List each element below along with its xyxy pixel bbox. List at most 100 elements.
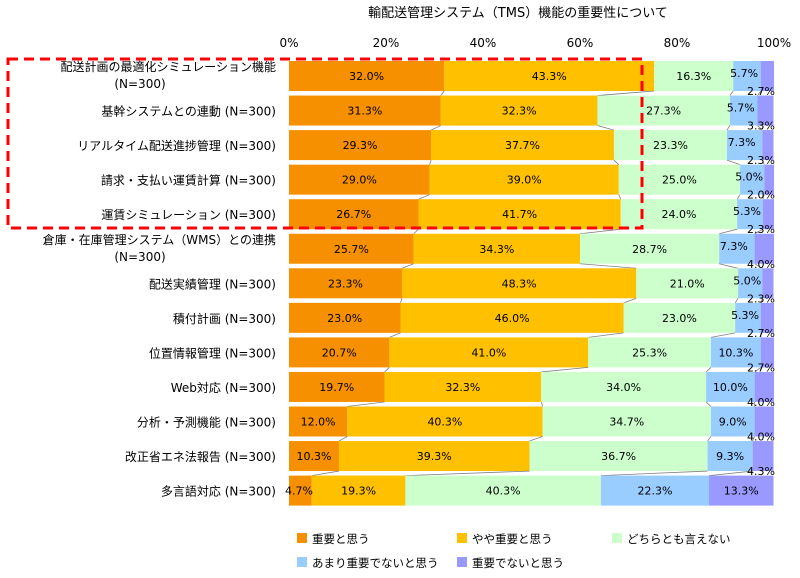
data-label: 46.0% [495, 312, 530, 325]
series-connector-line [413, 228, 419, 235]
data-label: 27.3% [646, 105, 681, 118]
bar-segment [719, 233, 755, 264]
bar-segment [654, 61, 734, 91]
data-label: 19.3% [341, 485, 376, 498]
category-label: 請求・支払い運賃計算 (N=300) [101, 173, 276, 188]
bar-segment [760, 337, 774, 368]
legend-swatch [297, 557, 307, 567]
data-label: 2.7% [747, 327, 775, 340]
series-connector-line [384, 367, 390, 373]
data-label: 28.7% [632, 243, 667, 256]
data-label: 41.7% [502, 208, 537, 221]
series-connector-line [719, 263, 739, 269]
data-label: 2.3% [747, 223, 775, 236]
bar-segment [289, 406, 348, 437]
data-label: 40.3% [486, 485, 521, 498]
x-tick-label: 0% [279, 36, 298, 50]
data-label: 16.3% [676, 70, 711, 83]
data-label: 39.3% [417, 450, 452, 463]
series-connector-line [705, 401, 712, 407]
data-label: 12.0% [301, 416, 336, 429]
series-connector-line [579, 228, 621, 235]
data-label: 34.3% [479, 243, 514, 256]
data-label: 40.3% [427, 416, 462, 429]
bar-segment [429, 164, 619, 195]
series-connector-line [719, 228, 738, 235]
data-label: 23.3% [653, 139, 688, 152]
data-label: 31.3% [347, 105, 382, 118]
series-connector-line [597, 90, 655, 96]
data-label: 4.0% [747, 396, 775, 409]
series-connector-line [405, 470, 530, 476]
bar-segment [444, 61, 655, 91]
category-label: 配送計画の最適化シミュレーション機能 [60, 59, 276, 74]
bar-segment [613, 130, 727, 161]
series-connector-line [389, 332, 401, 338]
bar-segment [289, 164, 430, 195]
bar-segment [754, 371, 774, 402]
series-connector-line [752, 436, 755, 442]
data-label: 23.3% [328, 277, 363, 290]
series-connector-line [760, 298, 763, 303]
category-label: 位置情報管理 (N=300) [149, 345, 276, 360]
bar-segment [588, 337, 711, 368]
series-connector-line [347, 401, 385, 407]
series-connector-line [440, 90, 445, 96]
x-tick-label: 60% [567, 36, 594, 50]
bar-segment [729, 95, 758, 126]
data-label: 3.3% [747, 120, 775, 133]
data-label: 2.7% [747, 361, 775, 374]
bar-segment [289, 475, 312, 506]
data-label: 5.0% [735, 171, 763, 184]
series-connector-line [726, 125, 731, 131]
bar-segment [597, 95, 730, 126]
bar-segment [413, 233, 580, 264]
data-label: 48.3% [502, 277, 537, 290]
series-connector-line [762, 194, 765, 200]
bar-segment [389, 337, 589, 368]
bar-segment [710, 406, 755, 437]
series-connector-line [541, 367, 589, 373]
data-label: 37.7% [505, 139, 540, 152]
bar-segment [623, 302, 736, 333]
bar-segment [289, 337, 390, 368]
bar-segment [706, 371, 755, 402]
series-connector-line [726, 159, 741, 166]
data-label: 22.3% [637, 485, 672, 498]
bar-segment [737, 199, 763, 230]
bar-segment [338, 441, 530, 472]
data-label: 29.0% [342, 174, 377, 187]
data-label: 4.3% [747, 465, 775, 478]
legend-label: 重要でないと思う [472, 556, 564, 570]
series-connector-line [311, 470, 340, 476]
series-connector-line [418, 194, 430, 200]
category-label-n: (N=300) [114, 77, 165, 91]
bar-segment [762, 199, 774, 230]
series-connector-line [754, 263, 763, 269]
bar-segment [760, 302, 774, 333]
series-connector-line [729, 90, 734, 96]
series-connector-line [597, 125, 615, 131]
category-label: 基幹システムとの連動 (N=300) [101, 104, 276, 119]
data-label: 32.3% [445, 381, 480, 394]
bar-segment [726, 130, 763, 161]
data-label: 34.0% [606, 381, 641, 394]
bar-segment [618, 164, 741, 195]
bar-segment [762, 130, 774, 161]
data-label: 25.3% [632, 346, 667, 359]
legend-label: あまり重要でないと思う [312, 556, 439, 570]
x-tick-label: 40% [470, 36, 497, 50]
series-connector-line [754, 228, 764, 235]
bar-segment [541, 371, 707, 402]
legend-label: やや重要と思う [472, 532, 553, 546]
legend-swatch [612, 533, 622, 543]
data-label: 39.0% [507, 174, 542, 187]
legend-swatch [457, 557, 467, 567]
series-connector-line [338, 436, 348, 442]
bar-segment [764, 164, 774, 195]
data-label: 10.0% [713, 381, 748, 394]
data-label: 4.0% [747, 431, 775, 444]
bar-segment [289, 441, 339, 472]
data-label: 32.0% [349, 70, 384, 83]
data-label: 5.0% [733, 274, 761, 287]
